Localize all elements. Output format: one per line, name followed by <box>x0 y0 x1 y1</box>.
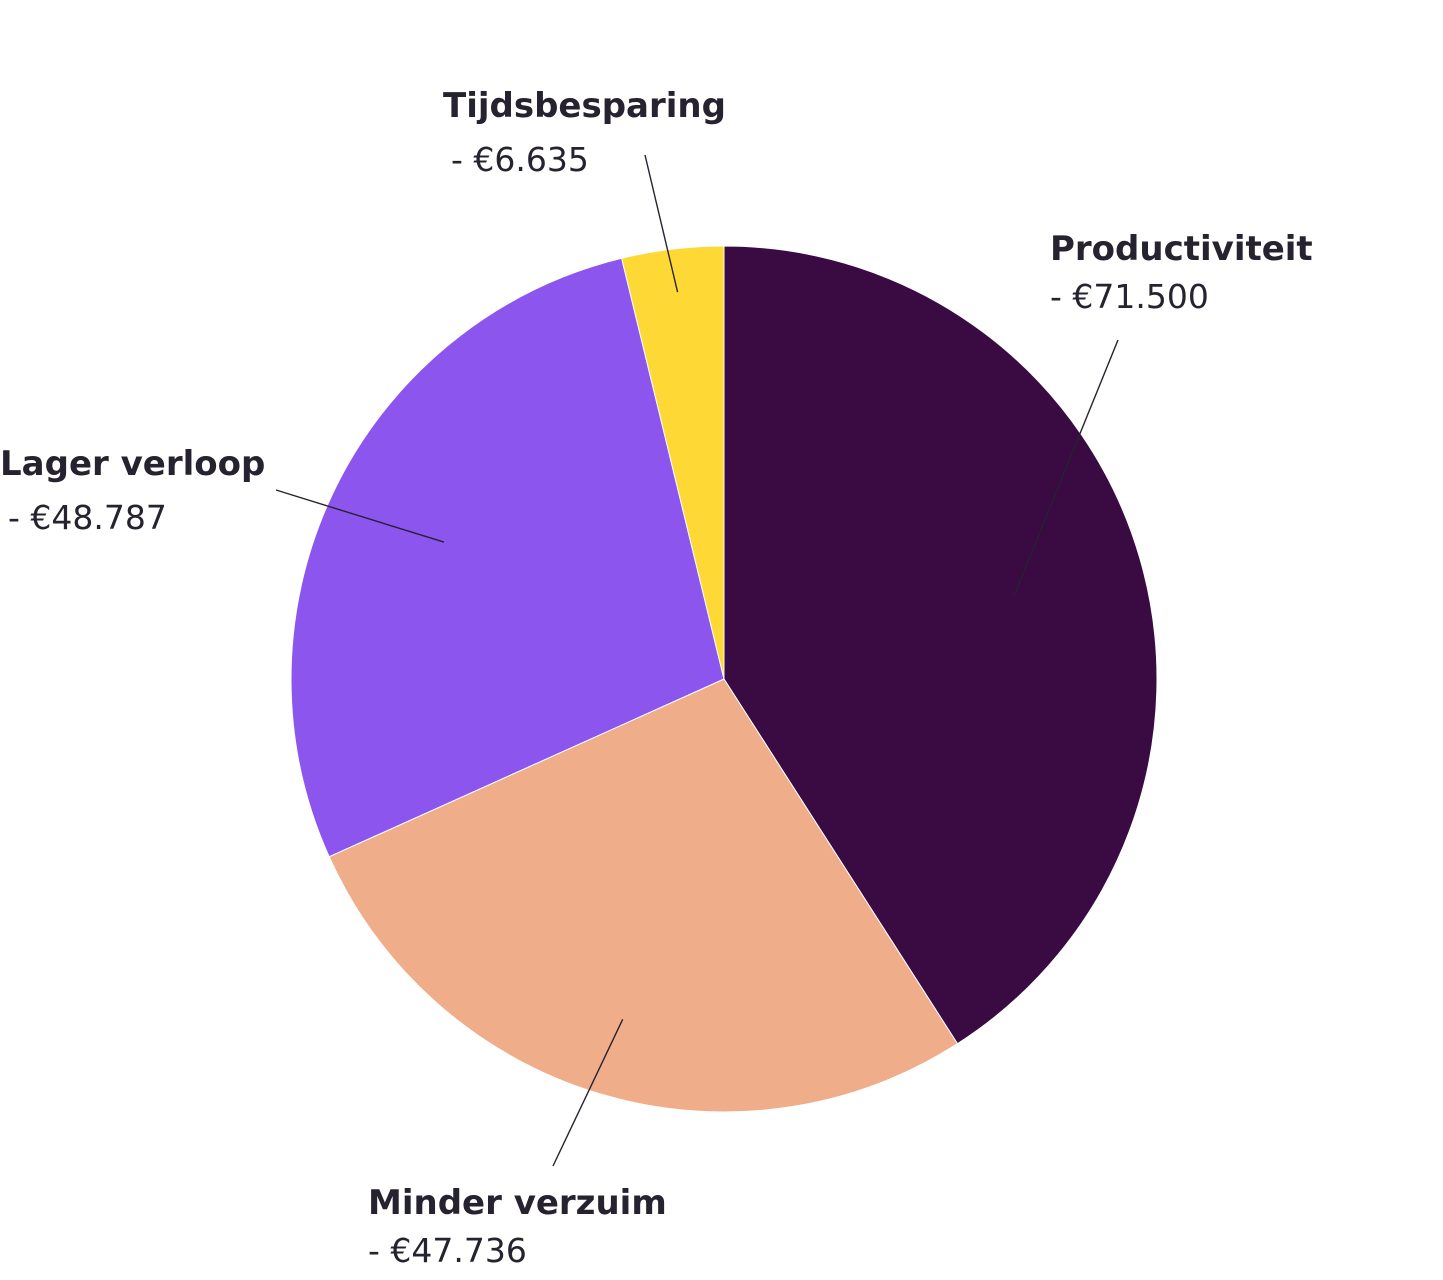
leader-lines <box>275 154 1119 1167</box>
slice-labels: Productiviteit - €71.500 Minder verzuim … <box>0 86 1313 1270</box>
label-minder-verzuim-name: Minder verzuim <box>368 1183 667 1223</box>
pie-slice-tijdsbesparing <box>621 245 725 680</box>
leader-line-minder-verzuim <box>552 1018 624 1167</box>
label-lager-verloop-value: - €48.787 <box>8 498 167 537</box>
label-tijdsbesparing-name: Tijdsbesparing <box>443 86 726 126</box>
pie-slice-minder-verzuim <box>328 678 959 1113</box>
label-productiviteit-value: - €71.500 <box>1050 277 1209 316</box>
label-minder-verzuim-value: - €47.736 <box>368 1231 527 1270</box>
label-productiviteit-name: Productiviteit <box>1050 229 1313 269</box>
leader-line-lager-verloop <box>275 489 445 543</box>
label-tijdsbesparing-value: - €6.635 <box>451 140 589 179</box>
leader-line-productiviteit <box>1014 339 1119 595</box>
pie-slice-lager-verloop <box>290 257 725 858</box>
leader-line-tijdsbesparing <box>644 154 679 293</box>
label-lager-verloop-name: Lager verloop <box>0 444 265 484</box>
pie-slice-productiviteit <box>723 245 1158 1045</box>
pie-slices <box>290 245 1158 1113</box>
